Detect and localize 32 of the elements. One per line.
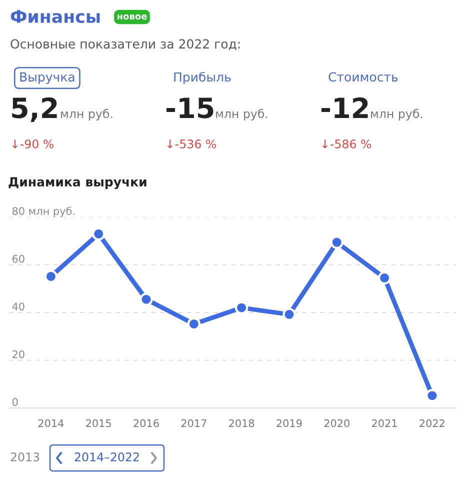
text: 2014–2022 bbox=[74, 452, 139, 462]
text: млн руб. bbox=[216, 108, 268, 120]
text: новое bbox=[118, 14, 147, 20]
text: Финансы bbox=[10, 10, 100, 24]
x-tick-label: 2019 bbox=[276, 419, 302, 428]
text: Стоимость bbox=[328, 72, 398, 82]
y-tick-label: 80 млн руб. bbox=[12, 206, 74, 217]
text: 2013 bbox=[10, 452, 40, 462]
y-tick-label: 20 bbox=[12, 350, 24, 358]
text: Выручка bbox=[20, 72, 74, 84]
y-tick-label: 0 bbox=[12, 398, 18, 406]
x-tick-label: 2016 bbox=[134, 419, 159, 428]
x-tick-label: 2020 bbox=[324, 419, 350, 428]
text: млн руб. bbox=[371, 108, 422, 120]
x-tick-label: 2015 bbox=[86, 419, 111, 428]
text: млн руб. bbox=[61, 108, 112, 120]
chart-title: Динамика выручки bbox=[8, 177, 146, 190]
x-tick-label: 2014 bbox=[38, 419, 64, 428]
x-tick-label: 2021 bbox=[372, 419, 397, 428]
text: ↓-90 % bbox=[12, 139, 54, 148]
x-tick-label: 2018 bbox=[229, 419, 254, 428]
x-tick-label: 2022 bbox=[420, 419, 444, 428]
text: -12 bbox=[322, 97, 368, 118]
text: -15 bbox=[166, 98, 214, 118]
text: ↓-586 % bbox=[322, 139, 372, 148]
text: Прибыль bbox=[174, 72, 231, 84]
text: Основные показатели за 2022 год: bbox=[10, 39, 240, 50]
text: 5,2 bbox=[12, 97, 57, 122]
y-tick-label: 60 bbox=[12, 254, 24, 263]
y-tick-label: 40 bbox=[12, 302, 24, 310]
x-tick-label: 2017 bbox=[181, 419, 206, 428]
text: ↓-536 % bbox=[167, 139, 216, 148]
